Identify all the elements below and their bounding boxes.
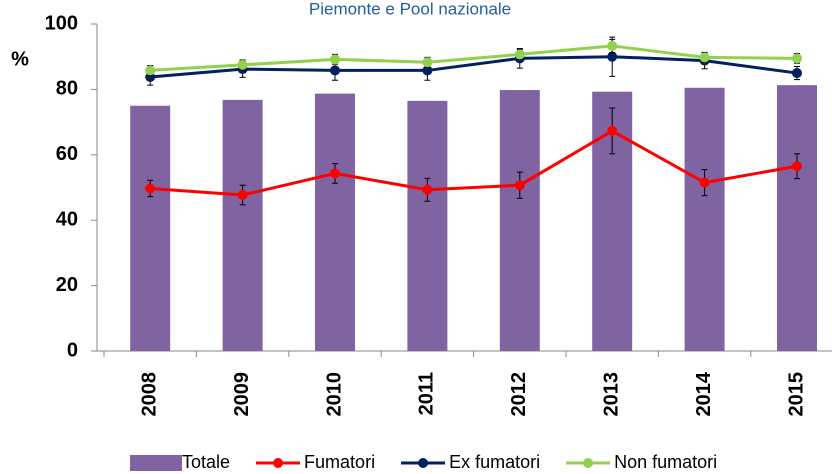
y-tick-label: 100 [45, 12, 78, 34]
marker [422, 65, 433, 76]
bar [407, 100, 448, 351]
y-tick-label: 80 [56, 78, 78, 100]
bar [684, 87, 725, 351]
marker [607, 51, 618, 62]
bar [315, 93, 355, 351]
marker [699, 52, 710, 63]
x-tick-label: 2013 [600, 372, 622, 417]
legend-marker [418, 458, 429, 468]
x-tick-label: 2014 [693, 371, 715, 416]
legend-marker [273, 458, 284, 468]
marker [607, 125, 618, 136]
marker [422, 57, 433, 68]
x-tick-label: 2011 [416, 372, 438, 415]
y-tick-label: 0 [67, 339, 78, 361]
x-tick-label: 2010 [323, 372, 345, 417]
line [150, 44, 798, 72]
marker [330, 54, 340, 65]
marker [792, 161, 802, 172]
bar [130, 105, 171, 351]
marker [607, 40, 618, 51]
marker [422, 184, 433, 195]
marker [237, 59, 248, 70]
legend-label: Non fumatori [614, 452, 717, 472]
x-tick-label: 2012 [508, 372, 530, 417]
legend-label: Ex fumatori [449, 452, 540, 472]
legend-item: Non fumatori [566, 452, 717, 472]
marker [792, 68, 802, 79]
legend-item: Ex fumatori [401, 452, 540, 472]
line [150, 129, 798, 197]
marker [330, 168, 340, 179]
legend-swatch [130, 455, 182, 471]
bar [777, 85, 817, 352]
marker [514, 49, 525, 60]
y-axis-label: % [11, 48, 29, 70]
x-tick-label: 2015 [785, 372, 807, 417]
y-tick-label: 40 [56, 208, 78, 230]
y-tick-label: 60 [56, 143, 78, 165]
marker [145, 183, 156, 194]
line [150, 55, 798, 79]
legend-item: Totale [130, 452, 230, 472]
marker [330, 65, 340, 76]
bar [222, 99, 263, 351]
legend-item: Fumatori [256, 452, 375, 472]
y-tick-label: 20 [56, 274, 78, 296]
marker [514, 180, 525, 191]
bar [499, 90, 540, 351]
marker [792, 53, 802, 64]
marker [699, 177, 710, 188]
x-tick-label: 2009 [231, 372, 253, 417]
chart-title: Piemonte e Pool nazionale [309, 0, 511, 18]
legend-label: Fumatori [304, 452, 375, 472]
x-tick-label: 2008 [138, 372, 160, 417]
legend-label: Totale [182, 452, 230, 472]
legend-marker [583, 458, 594, 468]
marker [145, 65, 156, 76]
marker [237, 190, 248, 201]
